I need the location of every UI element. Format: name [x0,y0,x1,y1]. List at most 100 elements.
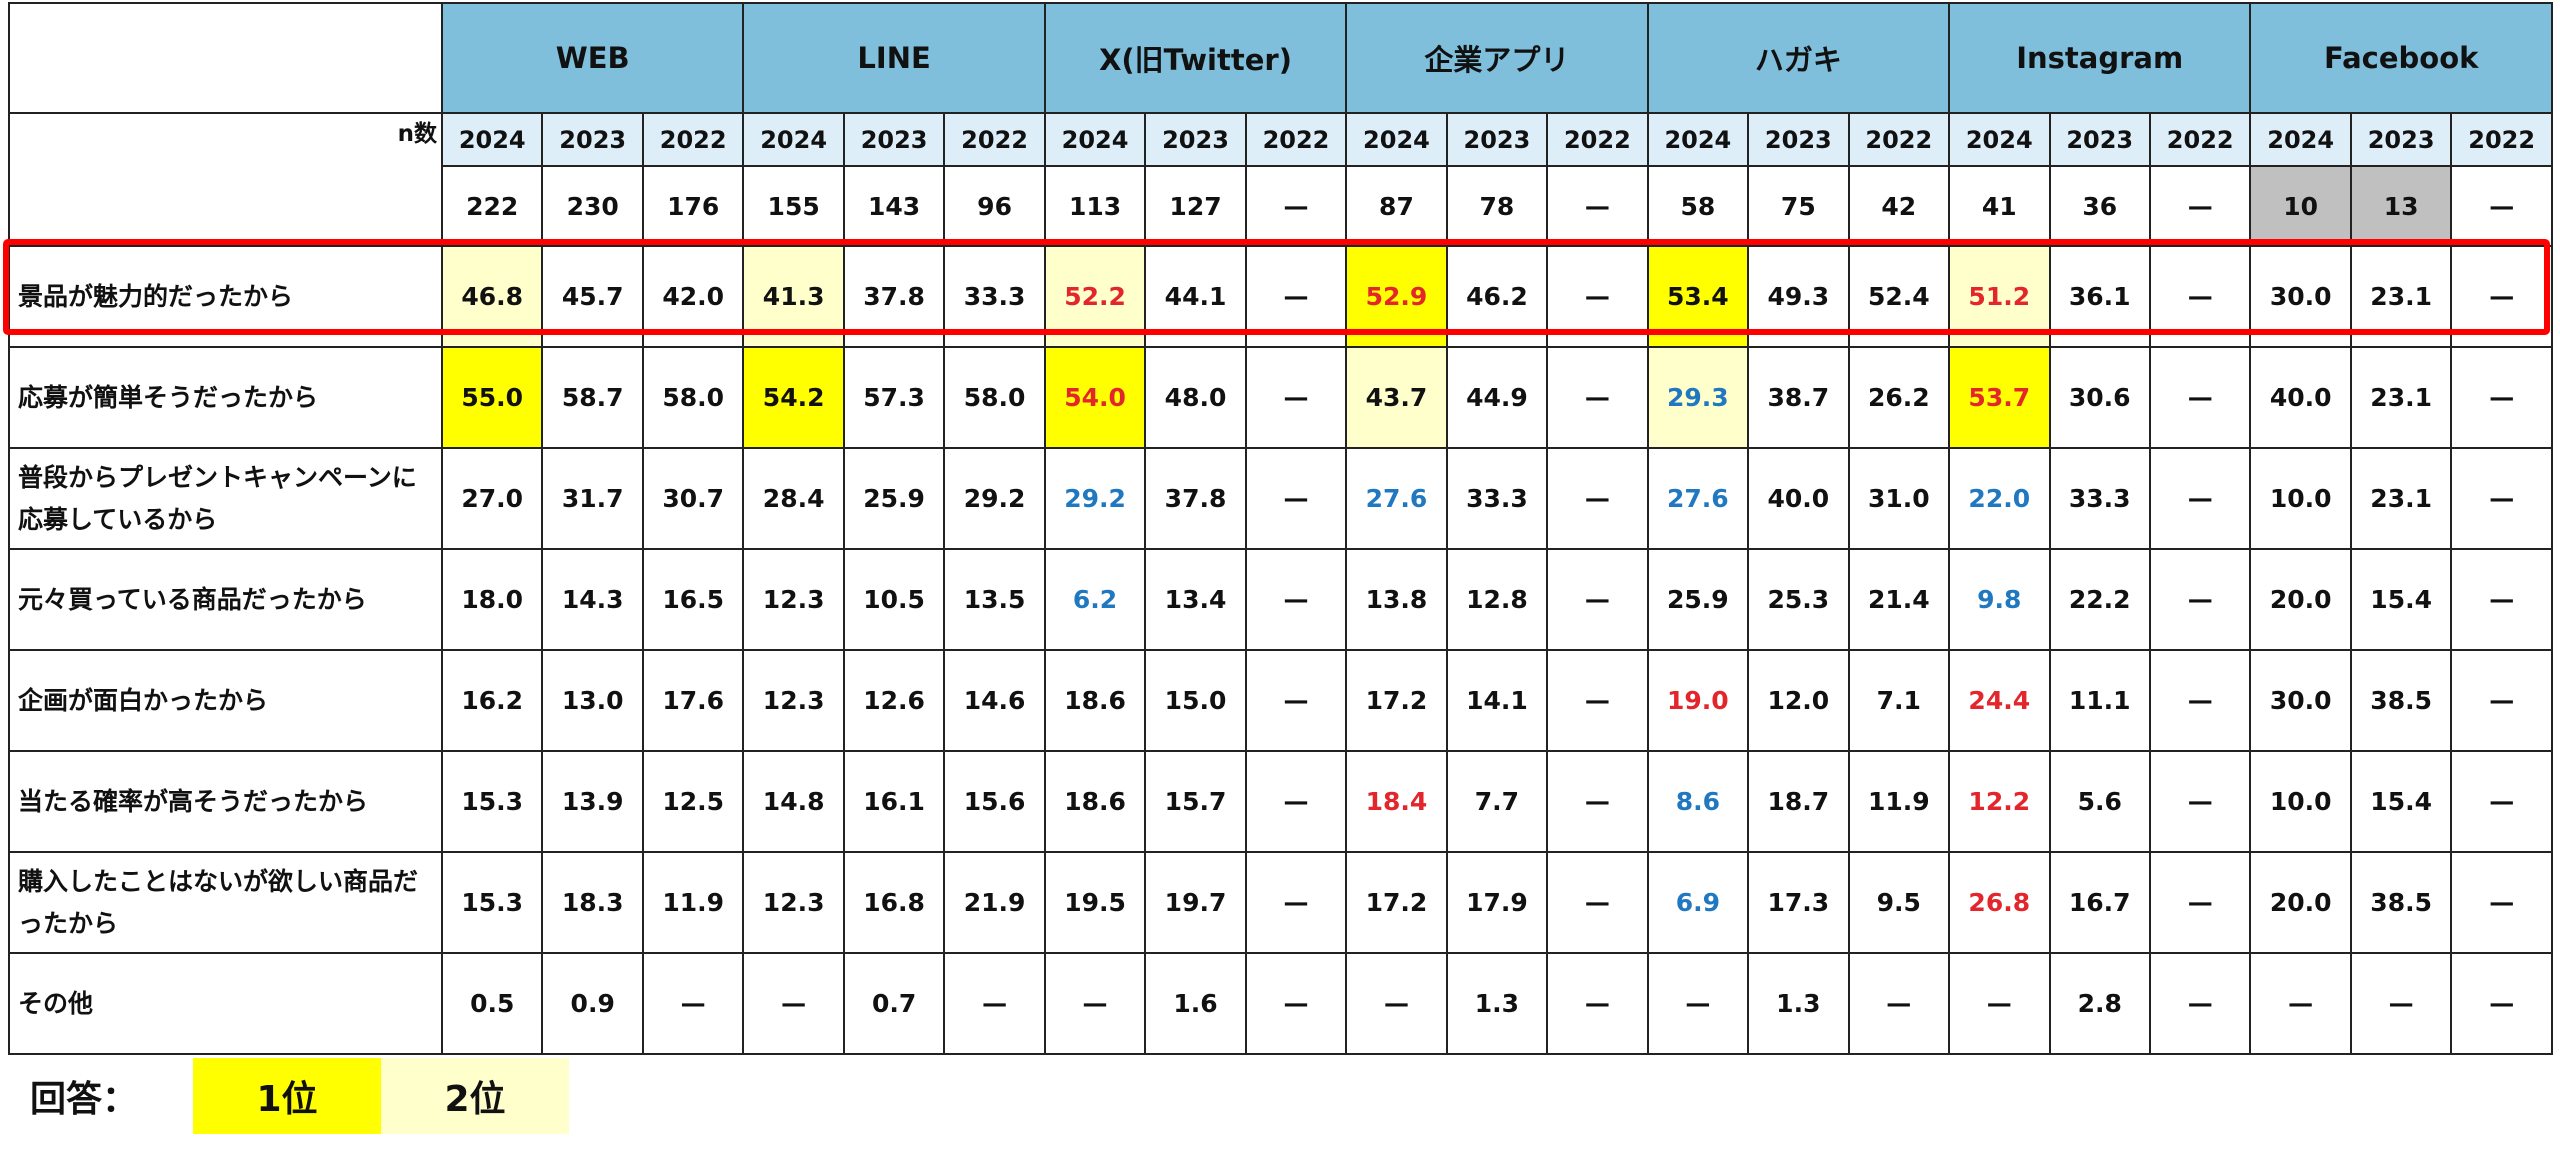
value-cell: 17.3 [1747,851,1850,954]
value-cell: 15.4 [2349,750,2453,853]
year-header: 2024 [2249,112,2352,167]
value-cell: 2.8 [2048,952,2151,1055]
value-cell: 17.6 [641,649,745,752]
value-cell: 12.3 [742,851,845,954]
value-cell: 16.5 [641,548,745,651]
value-cell: — [2450,245,2553,348]
value-cell: — [1646,952,1750,1055]
value-cell: 15.6 [943,750,1046,853]
row-label: 元々買っている商品だったから [8,548,443,651]
value-cell: 20.0 [2249,851,2352,954]
row-label: 企画が面白かったから [8,649,443,752]
value-cell: — [1546,851,1649,954]
value-cell: — [2450,750,2553,853]
value-cell: 15.7 [1144,750,1247,853]
year-header: 2024 [440,112,544,167]
value-cell: — [1244,245,1348,348]
sample-size-cell: — [2450,165,2553,247]
sample-size-cell: 113 [1043,165,1147,247]
sample-size-cell: 230 [541,165,644,247]
value-cell: 58.0 [641,346,745,449]
value-cell: 13.5 [943,548,1046,651]
channel-header: ハガキ [1646,2,1951,114]
table-row: 購入したことはないが欲しい商品だったから 15.3 18.3 11.9 12.3 16.8… [8,851,2553,954]
n-label: n数 [8,112,443,166]
value-cell: 11.9 [641,851,745,954]
table-row: 当たる確率が高そうだったから 15.3 13.9 12.5 14.8 16.1 15.6 18… [8,750,2553,853]
year-header: 2024 [1948,112,2051,167]
value-cell: 19.0 [1646,649,1750,752]
value-cell: 33.3 [943,245,1046,348]
value-cell: 54.2 [742,346,845,449]
value-cell: 15.4 [2349,548,2453,651]
channel-header: WEB [440,2,745,114]
value-cell: 1.3 [1445,952,1549,1055]
year-header: 2023 [2048,112,2151,167]
row-label: 購入したことはないが欲しい商品だったから [8,851,443,954]
channel-header: Instagram [1948,2,2252,114]
value-cell: — [1546,952,1649,1055]
value-cell: 7.1 [1847,649,1951,752]
value-cell: 38.5 [2349,649,2453,752]
value-cell: 30.0 [2249,245,2352,348]
value-cell: 7.7 [1445,750,1549,853]
value-cell: — [2450,952,2553,1055]
value-cell: — [1244,750,1348,853]
corner-cell [8,166,443,247]
value-cell: — [1546,548,1649,651]
channel-header: LINE [742,2,1046,114]
value-cell: — [2148,750,2252,853]
value-cell: 55.0 [440,346,544,449]
value-cell: — [2450,649,2553,752]
table-row: 応募が簡単そうだったから 55.0 58.7 58.0 54.2 57.3 58.0 54.0… [8,346,2553,449]
value-cell: 14.3 [541,548,644,651]
value-cell: 12.0 [1747,649,1850,752]
value-cell: 23.1 [2349,447,2453,550]
value-cell: 43.7 [1345,346,1448,449]
value-cell: 1.3 [1747,952,1850,1055]
year-header: 2022 [641,112,745,167]
value-cell: 46.2 [1445,245,1549,348]
value-cell: 18.6 [1043,750,1147,853]
value-cell: 57.3 [842,346,946,449]
value-cell: — [2450,346,2553,449]
sample-size-cell: 87 [1345,165,1448,247]
value-cell: — [1244,548,1348,651]
value-cell: — [641,952,745,1055]
value-cell: 10.5 [842,548,946,651]
value-cell: 22.2 [2048,548,2151,651]
sample-size-cell: 127 [1144,165,1247,247]
value-cell: 0.9 [541,952,644,1055]
year-header: 2023 [2349,112,2453,167]
value-cell: 27.6 [1345,447,1448,550]
value-cell: 20.0 [2249,548,2352,651]
sample-size-cell: 176 [641,165,745,247]
value-cell: 15.0 [1144,649,1247,752]
value-cell: 16.2 [440,649,544,752]
legend-label: 回答： [30,1079,139,1120]
sample-size-cell: 42 [1847,165,1951,247]
value-cell: — [2450,447,2553,550]
row-label: 応募が簡単そうだったから [8,346,443,449]
value-cell: 23.1 [2349,346,2453,449]
channel-header: X(旧Twitter) [1043,2,1348,114]
sample-size-cell: 222 [440,165,544,247]
year-header: 2024 [1646,112,1750,167]
row-label: 景品が魅力的だったから [8,245,443,348]
legend: 回答： 1位 2位 [30,1058,569,1134]
value-cell: 19.7 [1144,851,1247,954]
value-cell: 14.1 [1445,649,1549,752]
year-header: 2024 [1345,112,1448,167]
year-header: 2022 [2148,112,2252,167]
legend-rank2: 2位 [381,1058,569,1134]
value-cell: 38.5 [2349,851,2453,954]
value-cell: — [1948,952,2051,1055]
value-cell: 54.0 [1043,346,1147,449]
value-cell: 13.4 [1144,548,1247,651]
value-cell: 52.4 [1847,245,1951,348]
value-cell: 33.3 [2048,447,2151,550]
table-row: 企画が面白かったから 16.2 13.0 17.6 12.3 12.6 14.6 18.6 15… [8,649,2553,752]
year-header: 2023 [1144,112,1247,167]
value-cell: 31.7 [541,447,644,550]
year-header: 2022 [943,112,1046,167]
